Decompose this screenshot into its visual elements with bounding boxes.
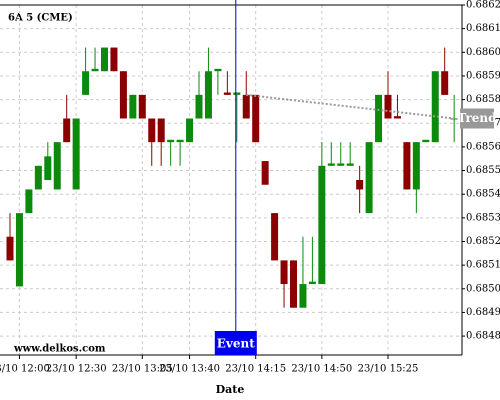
candle-body (252, 94, 260, 143)
candle-body (34, 165, 42, 190)
candle-body (290, 260, 297, 308)
candle-body (101, 47, 108, 72)
candle-body (63, 118, 71, 143)
trend-label: Trend (457, 111, 497, 125)
event-label: Event (217, 337, 255, 351)
candle-body (148, 118, 156, 143)
candle-body (365, 142, 373, 214)
candle-body (82, 71, 90, 95)
trend-box (460, 108, 494, 129)
candle-body (214, 68, 222, 72)
x-tick-label: 23/10 13:40 (159, 364, 220, 375)
candle-body (384, 94, 392, 119)
candle-body (233, 92, 241, 95)
candle-body (403, 142, 411, 190)
candle-body (450, 118, 458, 120)
y-tick-label: 0.6850 (466, 283, 500, 294)
y-tick-label: 0.6862 (466, 0, 500, 11)
x-axis-title: Date (216, 383, 245, 396)
candle-body (431, 71, 439, 143)
y-tick-label: 0.6849 (466, 307, 500, 318)
candle-body (271, 213, 279, 261)
candle-body (195, 94, 203, 119)
candle-body (412, 142, 420, 190)
y-tick-label: 0.6848 (466, 331, 500, 342)
y-tick-label: 0.6861 (466, 23, 500, 34)
candle-body (337, 163, 345, 166)
y-tick-label: 0.6852 (466, 236, 500, 247)
x-tick-label: 23/10 15:25 (358, 364, 419, 375)
y-tick-label: 0.6851 (466, 260, 500, 271)
candle-body (356, 180, 364, 190)
candle-body (242, 94, 250, 119)
candle-body (204, 71, 212, 119)
y-tick-label: 0.6860 (466, 47, 500, 58)
event-box (214, 331, 257, 355)
candle-body (441, 71, 449, 95)
y-tick-label: 0.6854 (466, 189, 500, 200)
x-tick-label: 23/10 13:05 (112, 364, 173, 375)
candle-body (327, 163, 335, 166)
candle-body (318, 165, 326, 285)
candle-body (186, 118, 194, 143)
candle-body (6, 236, 14, 261)
candle-body (299, 284, 307, 308)
trend-line (246, 93, 455, 120)
candle-body (53, 142, 61, 190)
candle-body (72, 118, 80, 190)
y-tick-label: 0.6855 (466, 165, 500, 176)
candle-body (393, 116, 401, 119)
candle-body (91, 68, 99, 72)
chart-title: 6A 5 (CME) (8, 13, 73, 24)
source: www.delkos.com (13, 344, 106, 355)
candle-body (138, 94, 146, 119)
candle-body (110, 47, 118, 72)
y-tick-label: 0.6853 (466, 212, 500, 223)
candle-body (129, 94, 137, 119)
y-tick-label: 0.6858 (466, 94, 500, 105)
candle-body (119, 71, 127, 119)
candle-body (422, 139, 430, 143)
y-tick-label: 0.6859 (466, 70, 500, 81)
x-tick-label: 23/10 14:15 (225, 364, 286, 375)
y-tick-label: 0.6856 (466, 141, 500, 152)
candle-body (25, 189, 33, 214)
candle-body (346, 163, 354, 166)
x-tick-label: 23/10 14:50 (291, 364, 352, 375)
candle-body (280, 260, 288, 285)
x-tick-label: 23/10 12:30 (46, 364, 107, 375)
candle-body (223, 92, 231, 95)
candle-body (44, 156, 52, 180)
candle-body (375, 94, 383, 143)
candle-body (15, 213, 23, 287)
candle-body (261, 161, 269, 185)
candle-body (308, 281, 316, 285)
x-tick-label: 23/10 12:00 (0, 364, 50, 375)
candle-body (167, 139, 175, 143)
candle-body (176, 139, 184, 143)
candle-body (157, 118, 165, 143)
